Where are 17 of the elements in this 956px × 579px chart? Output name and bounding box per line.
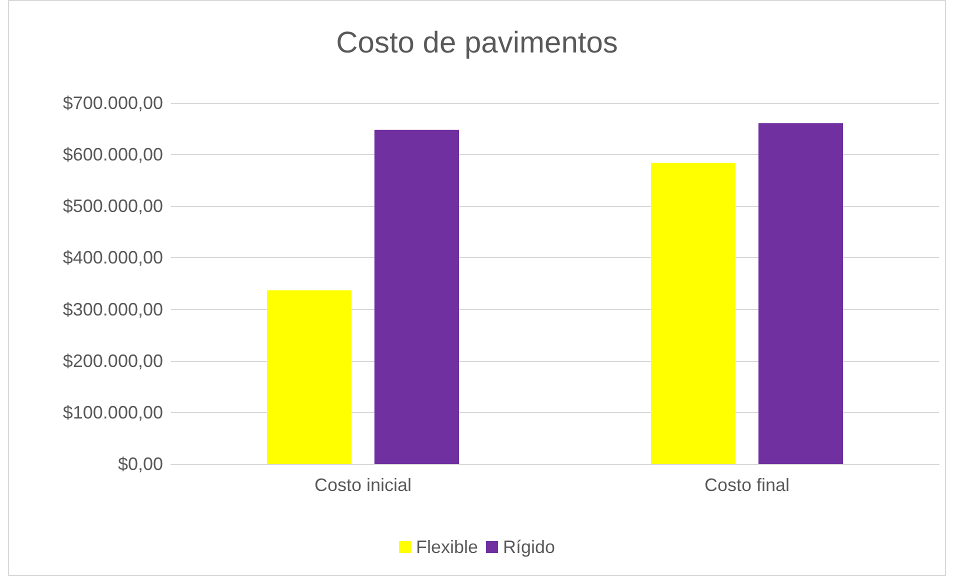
x-tick-label: Costo inicial <box>314 475 412 495</box>
legend-label: Flexible <box>416 537 478 557</box>
y-tick-label: $400.000,00 <box>62 248 163 268</box>
y-tick-label: $300.000,00 <box>62 299 163 320</box>
bar <box>374 130 459 464</box>
y-tick-label: $600.000,00 <box>62 144 163 165</box>
chart-title: Costo de pavimentos <box>336 26 618 60</box>
y-tick-label: $200.000,00 <box>62 350 163 371</box>
legend-label: Rígido <box>502 537 556 557</box>
bar <box>267 290 352 464</box>
x-tick-label: Costo final <box>704 475 790 495</box>
y-tick-label: $0,00 <box>118 454 163 474</box>
y-tick-label: $100.000,00 <box>62 402 163 422</box>
y-tick-label: $500.000,00 <box>62 196 163 216</box>
y-tick-label: $700.000,00 <box>62 93 163 113</box>
bar <box>758 123 843 464</box>
bar <box>651 162 736 464</box>
